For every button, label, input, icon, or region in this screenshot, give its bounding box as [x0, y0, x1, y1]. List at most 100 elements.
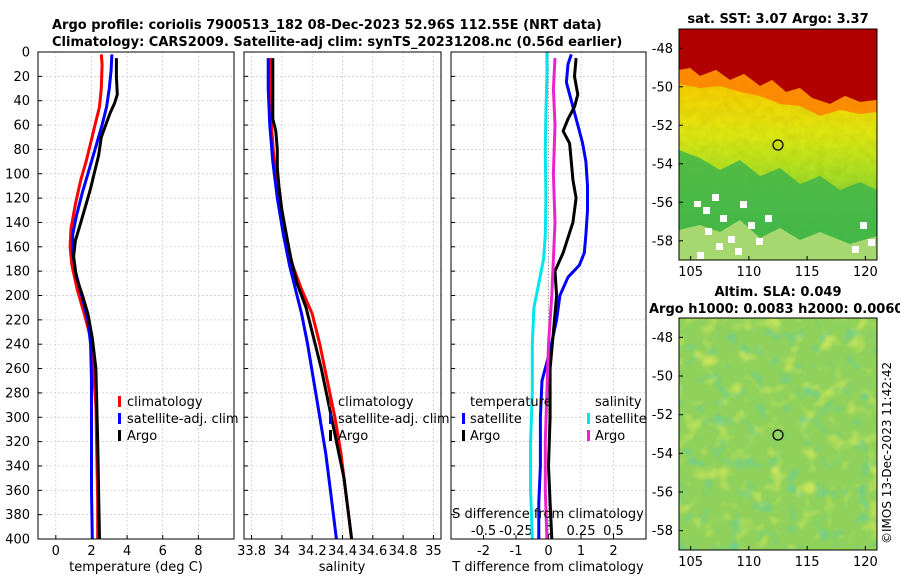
- temperature-panel: 0204060801001201401601802002202402602803…: [5, 46, 238, 576]
- header-line1: Argo profile: coriolis 7900513_182 08-De…: [52, 18, 602, 33]
- x-tick-label: 34: [274, 544, 291, 559]
- series-line-satellite-adj-clim: [266, 58, 338, 540]
- legend-swatch-satellite: [118, 413, 121, 424]
- x-tick-label: 2: [609, 544, 617, 559]
- legend-label-t-satellite: satellite: [470, 412, 522, 427]
- legend-swatch-s-argo: [587, 430, 590, 441]
- legend-swatch-argo: [329, 430, 332, 441]
- series-line-climatology: [268, 58, 354, 540]
- difference-legend-right: salinity satellite Argo: [587, 395, 647, 444]
- legend-label-climatology: climatology: [127, 395, 203, 410]
- map-lat-tick-label: -54: [652, 157, 673, 172]
- s-diff-tick-label: 0.5: [603, 524, 624, 539]
- map-lat-tick-label: -48: [652, 42, 673, 57]
- map-lat-tick-label: -56: [652, 486, 673, 501]
- salinity-xlabel: salinity: [319, 560, 366, 575]
- y-tick-label: 240: [5, 338, 30, 353]
- s-diff-tick-label: -0.25: [499, 524, 533, 539]
- map-lon-tick-label: 115: [795, 555, 820, 570]
- legend-label-argo: Argo: [338, 429, 368, 444]
- sst-map-image: [679, 29, 877, 260]
- difference-axes-frame: [450, 51, 647, 540]
- map-lat-tick-label: -52: [652, 408, 673, 423]
- y-tick-label: 380: [5, 508, 30, 523]
- salinity-legend: climatology satellite-adj. clim Argo: [329, 395, 450, 444]
- sst-map-title: sat. SST: 3.07 Argo: 3.37: [687, 12, 868, 27]
- y-tick-label: 400: [5, 533, 30, 548]
- legend-swatch-s-satellite: [587, 413, 590, 424]
- temperature-xlabel: temperature (deg C): [69, 560, 203, 575]
- sla-argo-marker: [772, 429, 784, 441]
- x-tick-label: 0: [544, 544, 552, 559]
- y-tick-label: 200: [5, 289, 30, 304]
- x-tick-label: -2: [477, 544, 490, 559]
- series-line-argo: [271, 58, 354, 540]
- y-tick-label: 360: [5, 484, 30, 499]
- y-tick-label: 220: [5, 313, 30, 328]
- x-tick-label: 33.8: [237, 544, 266, 559]
- map-lon-tick-label: 120: [853, 555, 878, 570]
- series-line-s-satellite: [529, 52, 549, 540]
- map-lat-tick-label: -56: [652, 196, 673, 211]
- legend-swatch-satellite: [329, 413, 332, 424]
- map-lon-tick-label: 105: [678, 265, 703, 280]
- y-tick-label: 260: [5, 362, 30, 377]
- map-lat-tick-label: -58: [652, 234, 673, 249]
- sla-map-subtitle: Argo h1000: 0.0083 h2000: 0.0060: [649, 302, 900, 317]
- legend-label-argo: Argo: [127, 429, 157, 444]
- temperature-legend: climatology satellite-adj. clim Argo: [118, 395, 239, 444]
- map-lon-tick-label: 110: [736, 265, 761, 280]
- map-lat-tick-label: -48: [652, 331, 673, 346]
- s-diff-tick-label: -0.5: [471, 524, 496, 539]
- y-tick-label: 160: [5, 240, 30, 255]
- y-tick-label: 60: [13, 119, 30, 134]
- legend-label-satellite: satellite-adj. clim: [127, 412, 239, 427]
- s-diff-tick-label: 0: [544, 524, 552, 539]
- y-tick-label: 120: [5, 192, 30, 207]
- map-lat-tick-label: -50: [652, 80, 673, 95]
- x-tick-label: 8: [194, 544, 202, 559]
- x-tick-label: -1: [510, 544, 523, 559]
- x-tick-label: 35: [425, 544, 442, 559]
- map-lon-tick-label: 115: [795, 265, 820, 280]
- map-lat-tick-label: -58: [652, 524, 673, 539]
- x-tick-label: 1: [577, 544, 585, 559]
- temperature-axes-frame: [37, 51, 235, 540]
- x-tick-label: 34.6: [358, 544, 387, 559]
- series-line-argo: [72, 58, 119, 540]
- map-lon-tick-label: 120: [853, 265, 878, 280]
- difference-xlabel: T difference from climatology: [451, 560, 644, 575]
- x-tick-label: 34.8: [389, 544, 418, 559]
- salinity-panel: 33.8 34 34.2 34.4 34.6 34.8 35 salinity climat…: [237, 51, 450, 575]
- y-tick-label: 320: [5, 435, 30, 450]
- y-tick-label: 140: [5, 216, 30, 231]
- y-tick-label: 40: [13, 94, 30, 109]
- x-tick-label: 0: [52, 544, 60, 559]
- x-tick-label: 34.2: [298, 544, 327, 559]
- legend-swatch-climatology: [118, 396, 121, 407]
- y-tick-label: 340: [5, 459, 30, 474]
- difference-legend-left: temperature satellite Argo: [462, 395, 552, 444]
- s-diff-tick-label: 0.25: [567, 524, 596, 539]
- map-lon-tick-label: 105: [678, 555, 703, 570]
- map-lon-tick-label: 110: [736, 555, 761, 570]
- legend-title-temperature: temperature: [470, 395, 552, 410]
- legend-swatch-argo: [118, 430, 121, 441]
- y-tick-label: 0: [22, 46, 30, 61]
- difference-panel: -2 -1 0 1 2 -0.5 -0.25 0 0.25 0.5 T difference fr…: [450, 51, 647, 575]
- series-line-satellite-adj-clim: [71, 54, 114, 540]
- imos-timestamp: ©IMOS 13-Dec-2023 11:42:42: [880, 362, 894, 544]
- x-tick-label: 34.4: [328, 544, 357, 559]
- map-lat-tick-label: -52: [652, 119, 673, 134]
- difference-top-label: S difference from climatology: [452, 507, 644, 522]
- map-lat-tick-label: -50: [652, 370, 673, 385]
- x-tick-label: 6: [159, 544, 167, 559]
- sla-map-panel: Altim. SLA: 0.049 Argo h1000: 0.0083 h20…: [649, 285, 900, 570]
- legend-swatch-t-satellite: [462, 413, 465, 424]
- sla-map-title: Altim. SLA: 0.049: [715, 285, 842, 300]
- x-tick-label: 4: [123, 544, 131, 559]
- sst-missing-data-cells: [694, 194, 875, 259]
- y-tick-label: 280: [5, 386, 30, 401]
- x-tick-label: 2: [87, 544, 95, 559]
